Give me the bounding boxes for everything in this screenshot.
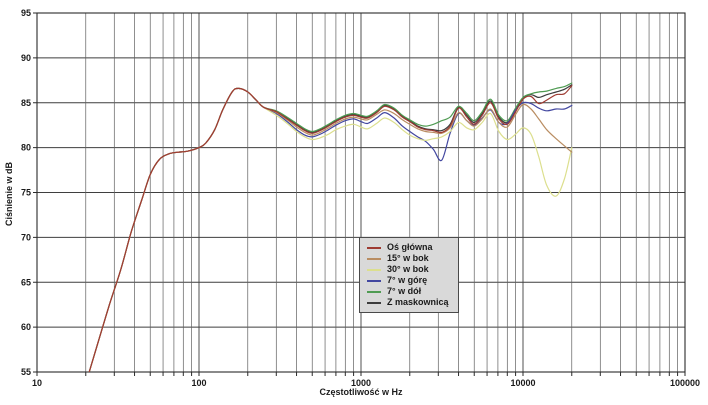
legend-item-label: 7° w dół (387, 286, 422, 296)
svg-text:70: 70 (21, 232, 31, 242)
legend-item-label: 30° w bok (387, 264, 429, 274)
svg-text:100000: 100000 (670, 378, 700, 388)
legend: Oś główna 15° w bok 30° w bok 7° w górę 7° w… (359, 237, 459, 313)
legend-color-swatch (367, 301, 381, 304)
svg-text:75: 75 (21, 188, 31, 198)
svg-text:55: 55 (21, 367, 31, 377)
svg-text:60: 60 (21, 322, 31, 332)
legend-color-swatch (367, 279, 381, 282)
legend-item-label: Oś główna (387, 242, 433, 252)
legend-color-swatch (367, 246, 381, 249)
legend-item: 15° w bok (367, 253, 449, 264)
svg-text:85: 85 (21, 98, 31, 108)
svg-text:90: 90 (21, 53, 31, 63)
svg-text:10: 10 (32, 378, 42, 388)
legend-item: 7° w dół (367, 286, 449, 297)
svg-text:65: 65 (21, 277, 31, 287)
svg-text:95: 95 (21, 8, 31, 18)
data-series-group (88, 82, 573, 372)
svg-text:80: 80 (21, 143, 31, 153)
svg-text:10000: 10000 (510, 378, 535, 388)
legend-item: 7° w górę (367, 275, 449, 286)
svg-text:100: 100 (191, 378, 206, 388)
x-axis-label: Częstotliwość w Hz (319, 387, 403, 397)
legend-color-swatch (367, 290, 381, 293)
legend-item-label: 15° w bok (387, 253, 429, 263)
legend-item-label: Z maskownicą (387, 297, 449, 307)
legend-color-swatch (367, 268, 381, 271)
y-axis-label: Ciśnienie w dB (4, 162, 14, 227)
legend-color-swatch (367, 257, 381, 260)
legend-item-label: 7° w górę (387, 275, 428, 285)
svg-text:1000: 1000 (351, 378, 371, 388)
legend-item: 30° w bok (367, 264, 449, 275)
legend-item: Oś główna (367, 242, 449, 253)
legend-item: Z maskownicą (367, 297, 449, 308)
